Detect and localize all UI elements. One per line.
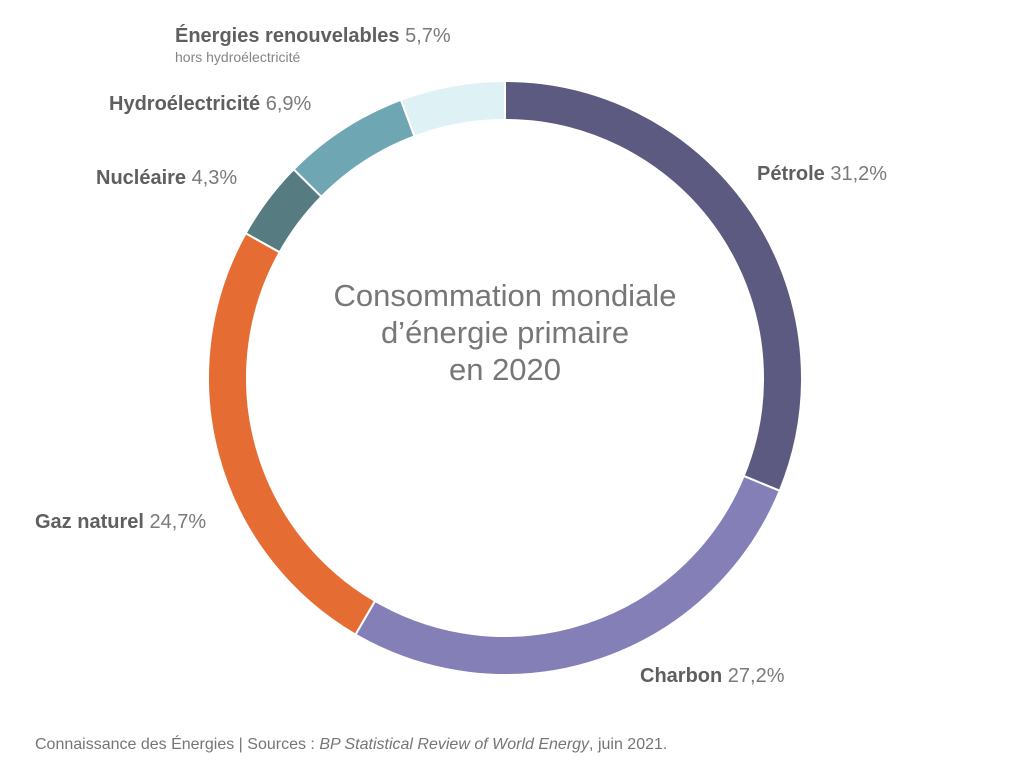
slice-hydroelectricite xyxy=(292,98,416,199)
label-value: 27,2% xyxy=(727,665,785,687)
label-name: Pétrole xyxy=(757,163,825,185)
footer-suffix: , juin 2021. xyxy=(589,736,668,753)
label-sublabel: hors hydroélectricité xyxy=(175,49,301,65)
footer-source: BP Statistical Review of World Energy xyxy=(319,736,590,753)
title-line-2: d’énergie primaire xyxy=(380,315,630,350)
chart-title: Consommation mondiale d’énergie primaire… xyxy=(255,277,755,388)
label-value: 24,7% xyxy=(149,511,207,533)
label-name: Gaz naturel xyxy=(35,511,144,533)
footer-prefix: Connaissance des Énergies | Sources : xyxy=(35,736,320,753)
label-nucleaire: Nucléaire 4,3% xyxy=(96,167,237,190)
label-value: 6,9% xyxy=(265,93,312,115)
label-charbon: Charbon 27,2% xyxy=(640,665,785,688)
source-footer: Connaissance des Énergies | Sources : BP… xyxy=(35,736,667,754)
title-line-1: Consommation mondiale xyxy=(333,278,677,313)
slice-energies-renouvelables xyxy=(399,79,506,138)
label-energies-renouvelables: Énergies renouvelables 5,7% hors hydroél… xyxy=(175,25,451,65)
label-name: Nucléaire xyxy=(96,167,187,189)
label-gaz-naturel: Gaz naturel 24,7% xyxy=(35,511,206,534)
label-petrole: Pétrole 31,2% xyxy=(757,163,887,186)
label-value: 31,2% xyxy=(830,163,888,185)
label-value: 5,7% xyxy=(405,25,451,47)
label-name: Énergies renouvelables xyxy=(175,25,400,47)
label-hydroelectricite: Hydroélectricité 6,9% xyxy=(109,93,311,116)
title-line-3: en 2020 xyxy=(448,352,562,387)
slice-charbon xyxy=(354,474,782,676)
label-value: 4,3% xyxy=(191,167,238,189)
label-name: Charbon xyxy=(640,665,723,687)
label-name: Hydroélectricité xyxy=(109,93,261,115)
